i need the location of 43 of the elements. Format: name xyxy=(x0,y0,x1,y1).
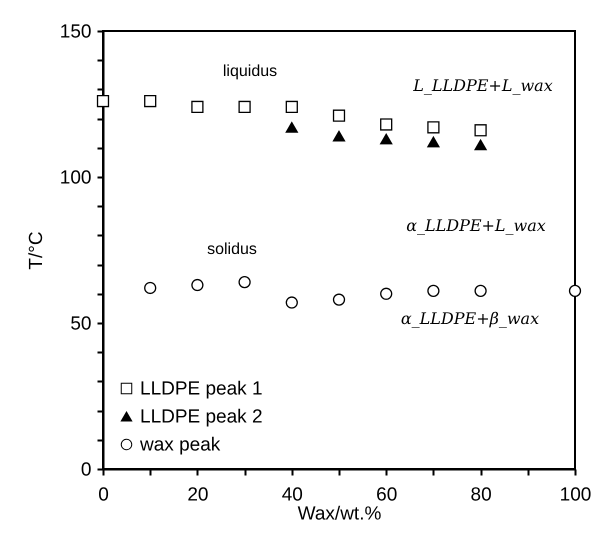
point xyxy=(427,284,440,297)
point xyxy=(474,139,487,150)
y-tick-label: 50 xyxy=(70,314,92,334)
point xyxy=(191,278,204,292)
point xyxy=(96,94,110,108)
point xyxy=(286,100,298,114)
x-tick-label: 20 xyxy=(187,484,208,506)
point xyxy=(332,130,346,142)
point xyxy=(238,100,251,114)
point xyxy=(427,136,440,148)
point xyxy=(568,284,582,297)
x-tick-label: 80 xyxy=(470,484,492,506)
legend-label: LLDPE peak 2 xyxy=(140,406,263,428)
point xyxy=(144,282,156,294)
point xyxy=(380,134,392,144)
x-axis-title: Wax/wt.% xyxy=(298,504,382,524)
annotation: α_LLDPE+L_wax xyxy=(406,216,546,235)
y-tick-label: 150 xyxy=(60,22,92,42)
point xyxy=(286,122,298,133)
point xyxy=(238,276,251,288)
legend-label: wax peak xyxy=(139,434,221,456)
point xyxy=(474,124,487,136)
y-tick-label: 100 xyxy=(60,168,92,188)
annotation: L_LLDPE+L_wax xyxy=(412,76,553,95)
x-tick-label: 0 xyxy=(98,484,109,506)
point xyxy=(144,94,156,108)
annotation: α_LLDPE+β_wax xyxy=(400,309,540,328)
legend-label: LLDPE peak 1 xyxy=(140,378,263,400)
x-tick-label: 40 xyxy=(282,484,303,506)
annotation: solidus xyxy=(207,241,257,258)
point xyxy=(427,121,440,134)
y-tick-label: 0 xyxy=(80,460,92,480)
point xyxy=(286,296,298,309)
y-axis-title: T/°C xyxy=(26,231,47,270)
point xyxy=(380,288,392,300)
point xyxy=(380,118,392,131)
x-tick-label: 100 xyxy=(560,484,592,506)
x-tick-label: 60 xyxy=(376,484,398,506)
point xyxy=(332,294,346,306)
annotation: liquidus xyxy=(222,63,278,80)
point xyxy=(474,284,487,297)
point xyxy=(191,100,204,114)
point xyxy=(332,110,346,122)
